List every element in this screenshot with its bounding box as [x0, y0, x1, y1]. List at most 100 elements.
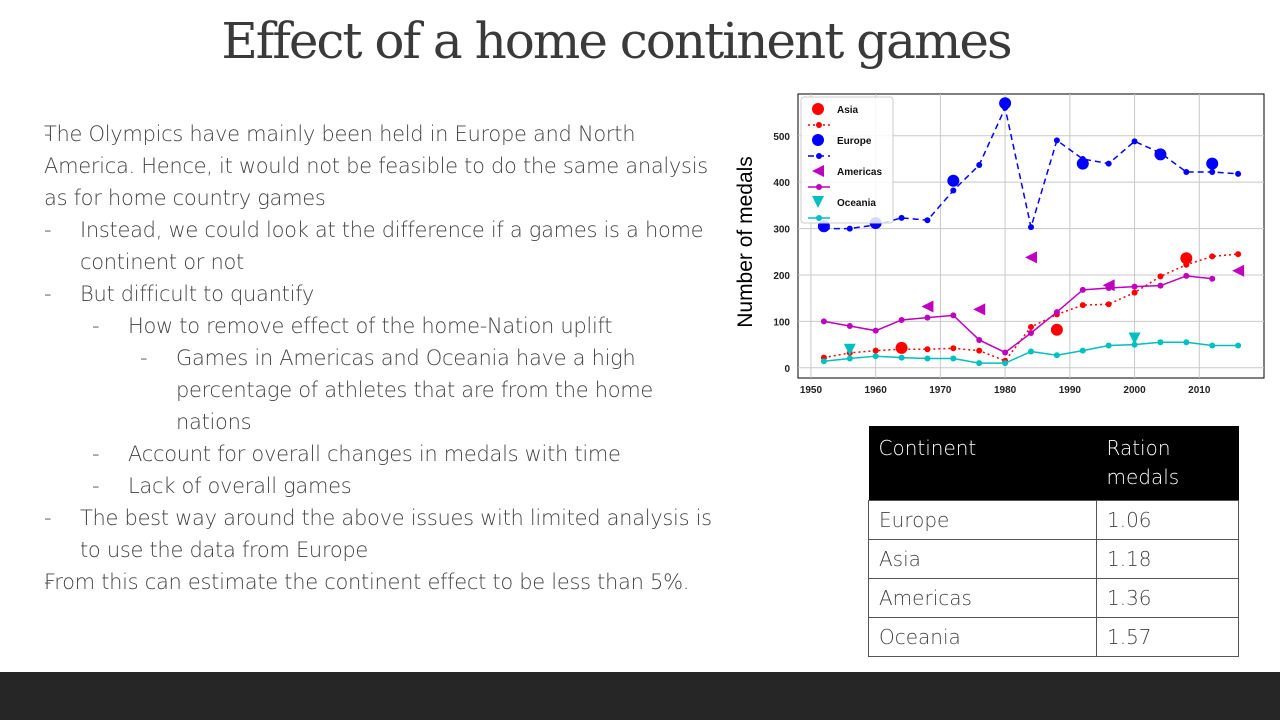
oceania-data-point — [1131, 341, 1138, 348]
x-tick-label: 1950 — [800, 385, 823, 396]
europe-home-games-point — [1076, 157, 1089, 170]
asia-data-point — [924, 346, 931, 353]
bullet-text: Lack of overall games — [128, 474, 352, 498]
oceania-data-point — [924, 355, 931, 362]
americas-series-line — [823, 275, 1213, 354]
europe-data-point — [1235, 170, 1242, 177]
americas-data-point — [1209, 275, 1216, 282]
bullet-text: But difficult to quantify — [80, 282, 314, 306]
europe-data-point — [1053, 137, 1060, 144]
ratio-cell: 1.36 — [1096, 578, 1239, 618]
americas-data-point — [820, 318, 827, 325]
bullet-text: How to remove effect of the home-Nation … — [128, 314, 613, 338]
americas-data-point — [1157, 282, 1164, 289]
americas-data-point — [1079, 286, 1086, 293]
bullet-text: Games in Americas and Oceania have a hig… — [176, 346, 654, 434]
europe-data-point — [950, 187, 957, 194]
europe-legend-line-marker — [816, 153, 822, 159]
americas-home-games-point — [1102, 279, 1115, 292]
europe-legend-marker — [812, 134, 824, 146]
europe-home-games-point — [1154, 148, 1167, 161]
oceania-home-games-point — [1128, 332, 1141, 345]
ratio-cell: 1.18 — [1096, 539, 1239, 579]
bullet-marker: - — [44, 282, 52, 306]
bullet-text: Instead, we could look at the difference… — [80, 218, 704, 274]
americas-data-point — [950, 312, 957, 319]
americas-data-point — [1028, 329, 1034, 336]
americas-home-games-point — [1025, 251, 1037, 264]
bullet-item: - How to remove effect of the home-Nation… — [44, 310, 724, 342]
asia-legend-line-marker — [816, 122, 822, 128]
bullet-item: - Account for overall changes in medals w… — [44, 438, 724, 470]
oceania-legend-label: Oceania — [837, 198, 876, 209]
bullet-item: - The best way around the above issues wi… — [44, 502, 724, 566]
europe-data-point — [1105, 160, 1112, 167]
y-tick-label: 500 — [773, 132, 790, 143]
footer-bar — [0, 672, 1280, 720]
bullet-text: Account for overall changes in medals wi… — [128, 442, 621, 466]
asia-data-point — [1079, 302, 1086, 309]
americas-data-point — [1053, 309, 1060, 316]
x-tick-label: 2010 — [1188, 385, 1211, 396]
medals-chart-svg: 1950 1960 1970 1980 1990 2000 2010 0 100 200 300 40… — [734, 93, 1265, 396]
asia-data-point — [1157, 273, 1164, 280]
oceania-data-point — [1079, 347, 1086, 354]
americas-legend-marker — [812, 165, 824, 177]
bullet-item: - Games in Americas and Oceania have a hi… — [44, 342, 724, 438]
bullet-text: From this can estimate the continent eff… — [44, 570, 690, 594]
asia-legend-label: Asia — [837, 105, 859, 116]
bullet-item: - The Olympics have mainly been held in … — [44, 118, 724, 214]
asia-data-point — [1209, 253, 1216, 260]
asia-data-point — [950, 345, 957, 352]
bullet-list: - The Olympics have mainly been held in … — [44, 118, 724, 598]
oceania-data-point — [872, 353, 879, 360]
table-header-row: Continent Ration medals — [868, 426, 1239, 501]
oceania-data-point — [898, 354, 905, 361]
x-tick-label: 2000 — [1123, 385, 1146, 396]
asia-home-games-point — [895, 341, 908, 354]
asia-data-point — [872, 347, 879, 354]
continent-cell: Oceania — [868, 617, 1097, 657]
asia-home-games-point — [1180, 252, 1193, 265]
table-row: Asia 1.18 — [868, 539, 1239, 579]
bullet-marker: - — [92, 314, 100, 338]
americas-data-point — [1131, 283, 1138, 290]
x-tick-label: 1970 — [929, 385, 952, 396]
bullet-marker: - — [44, 218, 52, 242]
bullet-marker: - — [92, 474, 100, 498]
oceania-data-point — [1157, 339, 1164, 346]
europe-data-point — [976, 162, 983, 168]
americas-home-games-point — [921, 300, 934, 313]
americas-data-point — [1183, 272, 1190, 279]
americas-home-games-point — [1232, 264, 1245, 277]
table-header-cell: Continent — [868, 426, 1097, 501]
asia-data-point — [1131, 289, 1138, 296]
bullet-text: The best way around the above issues wit… — [80, 506, 712, 562]
americas-data-point — [898, 316, 905, 323]
y-tick-label: 0 — [784, 364, 790, 375]
continent-ratio-table: Continent Ration medals Europe 1.06 Asia 1.1… — [868, 426, 1239, 657]
europe-data-point — [924, 217, 931, 224]
bullet-text: The Olympics have mainly been held in Eu… — [44, 122, 708, 210]
x-tick-label: 1990 — [1059, 385, 1082, 396]
oceania-legend-line-marker — [816, 215, 822, 221]
asia-legend-marker — [812, 103, 824, 115]
europe-home-games-point — [1206, 157, 1219, 170]
asia-data-point — [1028, 323, 1034, 330]
x-tick-label: 1980 — [994, 385, 1017, 396]
americas-data-point — [976, 336, 983, 343]
asia-data-point — [976, 347, 983, 354]
table-row: Americas 1.36 — [868, 578, 1239, 618]
y-tick-label: 100 — [773, 317, 790, 328]
americas-legend-label: Americas — [837, 167, 882, 178]
oceania-data-point — [1105, 342, 1112, 349]
oceania-data-point — [1209, 342, 1216, 349]
oceania-home-games-point — [843, 343, 856, 356]
asia-data-point — [1235, 251, 1242, 258]
continent-cell: Americas — [868, 578, 1097, 618]
oceania-data-point — [1028, 348, 1034, 355]
oceania-data-point — [950, 355, 957, 362]
y-tick-label: 300 — [773, 225, 790, 236]
bullet-item: - From this can estimate the continent e… — [44, 566, 724, 598]
table-row: Oceania 1.57 — [868, 617, 1239, 657]
